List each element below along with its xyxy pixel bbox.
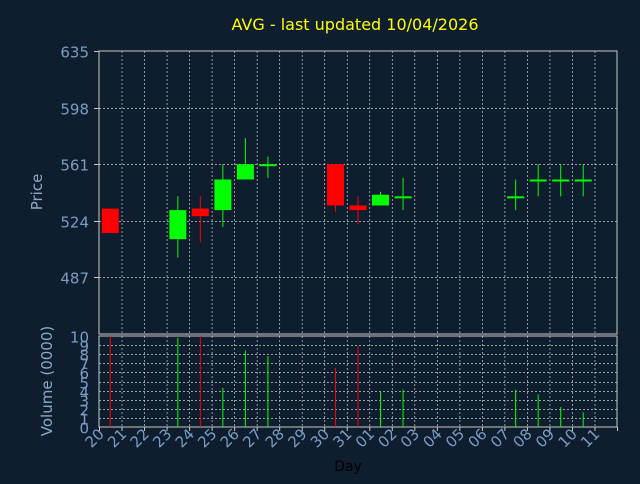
volume-tick-label: 0 xyxy=(79,420,89,438)
price-tick-label: 561 xyxy=(60,157,89,175)
candle-body xyxy=(529,179,547,182)
volume-tick-label: 1 xyxy=(79,411,89,429)
candle-body xyxy=(191,208,209,217)
candle-body xyxy=(574,179,592,182)
volume-tick-label: 3 xyxy=(79,393,89,411)
candle-body xyxy=(326,164,344,206)
volume-tick-label: 9 xyxy=(79,338,89,356)
candle-body xyxy=(349,205,367,211)
price-panel-frame xyxy=(98,50,618,335)
price-tick-label: 635 xyxy=(60,44,89,62)
volume-tick-label: 10 xyxy=(70,329,89,347)
volume-tick-label: 6 xyxy=(79,365,89,383)
candle-body xyxy=(101,208,119,234)
candle-body xyxy=(552,179,570,182)
volume-tick-label: 4 xyxy=(79,384,89,402)
candle-body xyxy=(259,164,277,167)
price-panel: 635 598 561 524 487 xyxy=(60,44,618,335)
x-axis-title: Day xyxy=(334,459,362,475)
x-tick-label: 11 xyxy=(577,425,603,451)
price-tick-label: 487 xyxy=(60,270,89,288)
price-tick-label: 598 xyxy=(60,101,89,119)
candle-body xyxy=(394,196,412,199)
volume-tick-label: 5 xyxy=(79,375,89,393)
price-tick-label: 524 xyxy=(60,214,89,232)
candle-body xyxy=(236,164,254,180)
candle-body xyxy=(372,194,390,206)
candle-body xyxy=(169,210,187,240)
candle-body xyxy=(507,196,525,199)
volume-axis-title: Volume (0000) xyxy=(38,326,56,436)
candle-body xyxy=(214,179,232,211)
x-axis: 2021222324252627282930310102030405060708… xyxy=(82,425,618,451)
volume-tick-label: 2 xyxy=(79,402,89,420)
volume-tick-label: 7 xyxy=(79,356,89,374)
price-axis-title: Price xyxy=(28,174,46,211)
volume-tick-label: 8 xyxy=(79,347,89,365)
chart-title: AVG - last updated 10/04/2026 xyxy=(232,15,479,34)
